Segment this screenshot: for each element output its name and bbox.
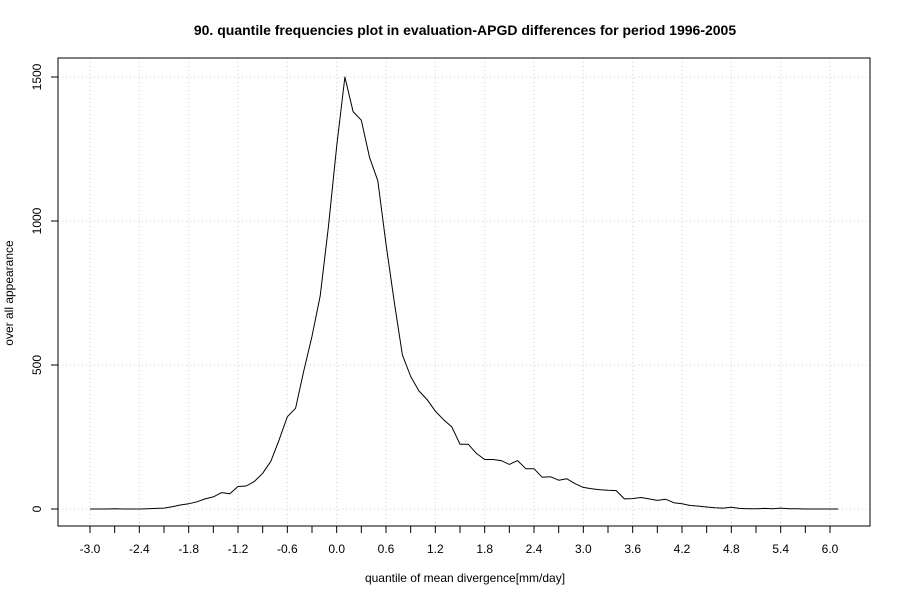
x-tick-label: -1.2 (228, 542, 249, 556)
x-tick-label: -3.0 (80, 542, 101, 556)
x-tick-label: 2.4 (526, 542, 543, 556)
x-tick-label: 0.6 (378, 542, 395, 556)
x-tick-label: 3.6 (624, 542, 641, 556)
series-layer (90, 76, 839, 510)
plot-border (57, 57, 871, 527)
chart-title: 90. quantile frequencies plot in evaluat… (194, 22, 736, 38)
x-tick-label: -0.6 (277, 542, 298, 556)
series-line (90, 76, 839, 510)
y-tick-label: 500 (30, 355, 44, 375)
y-axis-label: over all appearance (2, 240, 16, 346)
x-tick-label: 0.0 (328, 542, 345, 556)
y-tick-label: 0 (30, 505, 44, 512)
x-tick-label: -1.8 (178, 542, 199, 556)
grid (58, 58, 870, 526)
y-axis: 0 500 1000 1500 (30, 63, 58, 512)
y-tick-label: 1000 (30, 207, 44, 234)
x-tick-label: 1.8 (476, 542, 493, 556)
x-tick-label: 6.0 (822, 542, 839, 556)
y-tick-label: 1500 (30, 63, 44, 90)
x-tick-label: -2.4 (129, 542, 150, 556)
x-tick-label: 4.2 (674, 542, 691, 556)
x-tick-label: 1.2 (427, 542, 444, 556)
x-tick-label: 3.0 (575, 542, 592, 556)
x-tick-label: 4.8 (723, 542, 740, 556)
x-tick-label: 5.4 (772, 542, 789, 556)
x-axis-label: quantile of mean divergence[mm/day] (365, 571, 565, 585)
x-axis: -3.0 -2.4 -1.8 -1.2 -0.6 0.0 0.6 1.2 1.8 2.4 3.0 3.… (80, 526, 839, 556)
